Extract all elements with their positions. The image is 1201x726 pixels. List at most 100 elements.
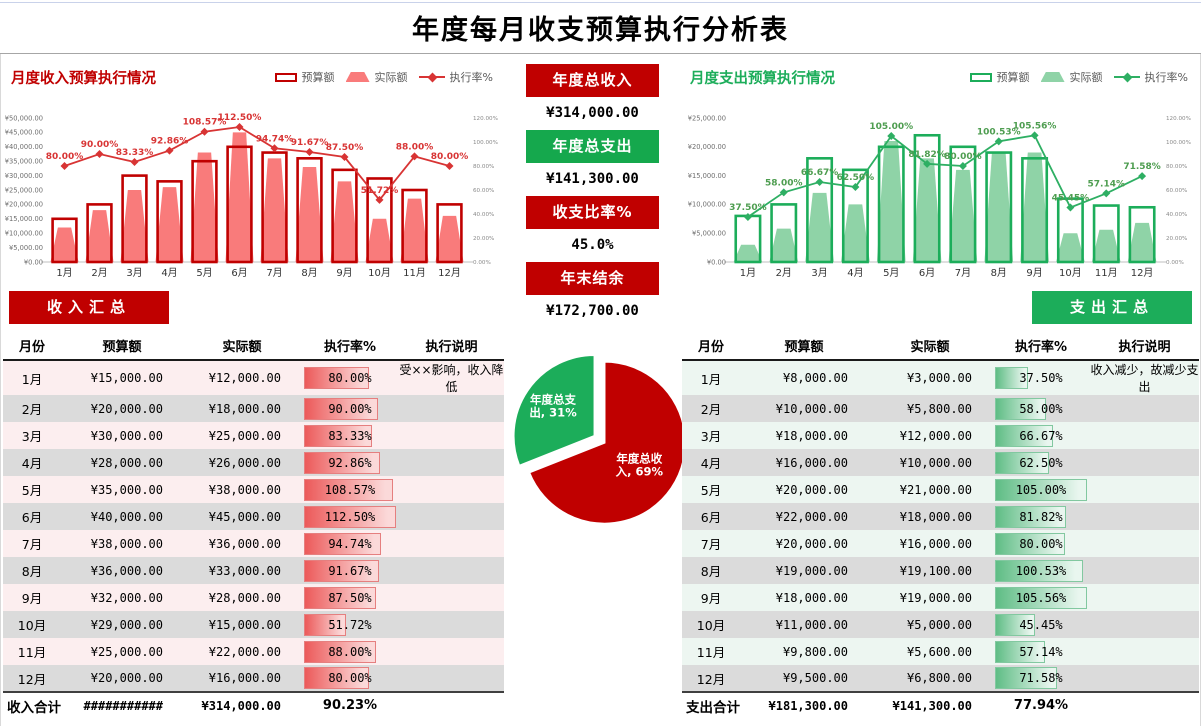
rate-databar	[995, 667, 1058, 689]
expense-summary-button[interactable]: 支出汇总	[1032, 291, 1192, 324]
actual-cell: ¥38,000.00	[208, 482, 281, 497]
rate-marker	[923, 159, 932, 168]
y2-axis-tick: 120.00%	[1166, 116, 1191, 122]
month-cell: 9月	[21, 591, 43, 606]
expense-table-header-row: 月份 预算额 实际额 执行率% 执行说明	[682, 332, 1199, 361]
rate-marker	[887, 132, 896, 140]
note-cell	[1090, 476, 1199, 503]
legend-label-actual: 实际额	[1069, 71, 1103, 84]
rate-databar	[304, 367, 370, 389]
budget-bar	[1021, 157, 1049, 264]
note-cell: 收入减少，故减少支出	[1090, 363, 1199, 394]
budget-cell: ¥20,000.00	[90, 401, 163, 416]
y-axis-tick: ¥50,000.00	[5, 114, 43, 122]
budget-bar	[226, 145, 253, 264]
budget-cell: ¥35,000.00	[90, 482, 163, 497]
income-total-label: 收入合计	[3, 691, 61, 718]
x-axis-label: 12月	[438, 267, 461, 279]
actual-trapezoid	[733, 244, 763, 262]
month-cell: 8月	[700, 564, 722, 579]
rate-cell: 62.50%	[992, 449, 1090, 476]
actual-cell: ¥18,000.00	[208, 401, 281, 416]
table-row: 10月 ¥29,000.00 ¥15,000.00 51.72%	[3, 611, 504, 638]
rate-marker	[95, 150, 104, 158]
actual-legend-swatch-icon	[1040, 72, 1065, 82]
actual-cell: ¥25,000.00	[208, 428, 281, 443]
balance-pie-chart: 年度总收入, 69% 年度总支出, 31%	[505, 342, 687, 546]
budget-bar	[1092, 204, 1120, 264]
rate-value: 112.50%	[324, 509, 376, 524]
note-cell	[1090, 449, 1199, 476]
rate-databar	[304, 559, 379, 582]
month-cell: 2月	[700, 402, 722, 417]
income-combo-chart: ¥0.00 ¥5,000.00 ¥10,000.00 ¥15,000.00 ¥20,00…	[1, 100, 505, 288]
actual-trapezoid	[330, 181, 359, 262]
x-axis-label: 1月	[56, 267, 72, 279]
rate-cell: 57.14%	[992, 638, 1090, 665]
month-cell: 12月	[696, 671, 726, 687]
rate-data-label: 57.14%	[1088, 179, 1126, 189]
expense-total-budget: ¥181,300.00	[740, 691, 868, 718]
rate-value: 83.33%	[328, 428, 372, 443]
month-cell: 10月	[696, 618, 726, 633]
table-row: 7月 ¥20,000.00 ¥16,000.00 80.00%	[682, 530, 1199, 557]
y-axis-tick: ¥30,000.00	[5, 172, 43, 180]
rate-databar	[304, 640, 376, 663]
rate-marker	[743, 213, 752, 221]
actual-cell: ¥19,100.00	[899, 563, 972, 578]
rate-value: 105.56%	[1015, 590, 1067, 605]
rate-data-label: 45.45%	[1052, 193, 1090, 203]
rate-marker	[340, 153, 349, 161]
rate-databar	[995, 478, 1087, 501]
expense-total-label: 支出合计	[682, 691, 740, 718]
month-cell: 7月	[700, 537, 722, 552]
y2-axis-tick: 100.00%	[473, 140, 498, 146]
table-row: 4月 ¥28,000.00 ¥26,000.00 92.86%	[3, 449, 504, 476]
actual-trapezoid	[155, 187, 184, 262]
actual-trapezoid	[948, 169, 978, 262]
y2-axis-tick: 60.00%	[1166, 188, 1187, 194]
note-cell	[399, 530, 504, 557]
rate-value: 58.00%	[1019, 401, 1063, 416]
actual-trapezoid	[435, 215, 464, 262]
summary-column: 年度总收入 ¥314,000.00 年度总支出 ¥141,300.00 收支比率…	[505, 54, 687, 726]
rate-databar	[304, 451, 380, 474]
pie-slice-label: 年度总支出, 31%	[529, 393, 577, 420]
income-chart-title: 月度收入预算执行情况	[11, 70, 156, 87]
x-axis-label: 2月	[776, 267, 792, 279]
card-ratio-value: 45.0%	[571, 237, 614, 253]
rate-data-label: 80.00%	[944, 152, 982, 162]
x-axis-label: 7月	[955, 267, 971, 279]
rate-value: 80.00%	[1019, 536, 1063, 551]
table-row: 9月 ¥18,000.00 ¥19,000.00 105.56%	[682, 584, 1199, 611]
table-row: 11月 ¥9,800.00 ¥5,600.00 57.14%	[682, 638, 1199, 665]
rate-marker	[235, 123, 244, 131]
rate-cell: 45.45%	[992, 611, 1090, 638]
rate-databar	[304, 586, 376, 609]
y2-axis-tick: 40.00%	[1166, 212, 1187, 218]
rate-cell: 90.00%	[301, 395, 399, 422]
rate-data-label: 62.50%	[837, 173, 875, 183]
y2-axis-tick: 80.00%	[1166, 164, 1187, 170]
rate-cell: 66.67%	[992, 422, 1090, 449]
rate-value: 94.74%	[328, 536, 372, 551]
budget-bar	[1128, 205, 1156, 264]
y-axis-tick: ¥10,000.00	[5, 230, 43, 238]
actual-cell: ¥16,000.00	[899, 536, 972, 551]
rate-marker	[130, 158, 139, 167]
card-annual-income: 年度总收入 ¥314,000.00	[505, 64, 680, 130]
rate-cell: 80.00%	[301, 665, 399, 692]
income-summary-button[interactable]: 收入汇总	[9, 291, 169, 324]
actual-trapezoid	[876, 141, 906, 262]
rate-databar	[995, 367, 1028, 389]
note-cell	[399, 611, 504, 638]
legend-label-rate: 执行率%	[449, 71, 493, 84]
table-row: 5月 ¥20,000.00 ¥21,000.00 105.00%	[682, 476, 1199, 503]
rate-marker	[1066, 203, 1075, 212]
note-cell	[1090, 584, 1199, 611]
legend-label-actual: 实际额	[374, 71, 408, 84]
rate-value: 81.82%	[1019, 509, 1063, 524]
month-cell: 9月	[700, 591, 722, 606]
rate-value: 88.00%	[328, 644, 372, 659]
budget-bar	[1056, 197, 1084, 264]
